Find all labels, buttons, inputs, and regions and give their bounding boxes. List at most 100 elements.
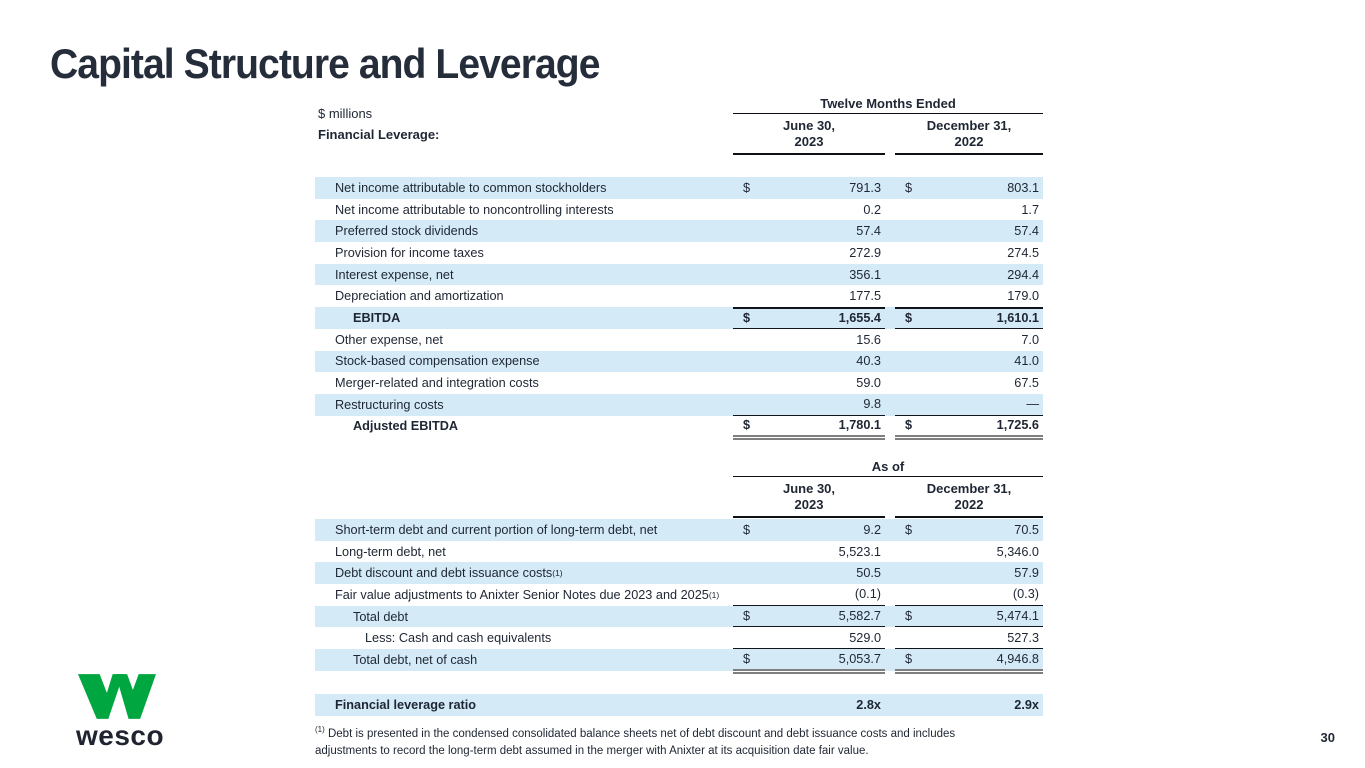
row-label: Net income attributable to common stockh… [335, 180, 607, 195]
value-cell-2023: 15.6 [733, 329, 885, 351]
value-2022: 4,946.8 [996, 651, 1039, 666]
value-2022: 179.0 [1007, 289, 1039, 304]
leverage-ratio-row: Financial leverage ratio 2.8x 2.9x [315, 694, 1043, 716]
table-row: Net income attributable to noncontrollin… [315, 199, 1043, 221]
row-label: Total debt, net of cash [353, 652, 478, 667]
value-2023: 5,053.7 [838, 651, 881, 666]
value-2023: 177.5 [849, 289, 881, 304]
value-cell-2023: $ 5,582.7 [733, 606, 885, 628]
column-gap [885, 416, 895, 438]
column-gap [885, 394, 895, 416]
table-row: Adjusted EBITDA $ 1,780.1 $ 1,725.6 [315, 416, 1043, 440]
value-2022: 803.1 [1007, 180, 1039, 195]
row-label: Restructuring costs [335, 397, 444, 412]
value-cell-2023: 529.0 [733, 627, 885, 650]
period-header: Twelve Months Ended [733, 96, 1043, 114]
value-cell-2022: — [895, 394, 1043, 416]
value-2023: 1,780.1 [838, 418, 881, 433]
value-2023: 50.5 [856, 566, 881, 581]
value-2022: 67.5 [1014, 376, 1039, 391]
row-label: Adjusted EBITDA [353, 419, 459, 434]
table-row: Total debt, net of cash $ 5,053.7 $ 4,94… [315, 649, 1043, 674]
table-row: Less: Cash and cash equivalents 529.0 52… [315, 627, 1043, 650]
table-row: Debt discount and debt issuance costs (1)… [315, 562, 1043, 585]
value-2022: 274.5 [1007, 245, 1039, 260]
table-row: Long-term debt, net 5,523.1 5,346.0 [315, 541, 1043, 563]
value-cell-2023: $ 9.2 [733, 519, 885, 541]
column-gap [885, 285, 895, 307]
page-number: 30 [1320, 730, 1335, 745]
value-2023: 59.0 [856, 376, 881, 391]
financial-leverage-table-header: Twelve Months Ended June 30, 2023 Decemb… [315, 96, 1043, 155]
value-2023: 15.6 [856, 332, 881, 347]
value-cell-2022: $ 1,725.6 [895, 416, 1043, 440]
value-cell-2022: 2.9x [895, 694, 1043, 716]
currency-symbol: $ [743, 609, 751, 624]
currency-symbol: $ [905, 522, 913, 537]
column-gap [885, 264, 895, 286]
value-cell-2023: 9.8 [733, 394, 885, 416]
column-gap [885, 477, 895, 518]
table-row: Provision for income taxes 272.9 274.5 [315, 242, 1043, 264]
table-row: Interest expense, net 356.1 294.4 [315, 263, 1043, 286]
value-2023: 0.2 [863, 202, 881, 217]
table-row: Fair value adjustments to Anixter Senior… [315, 584, 1043, 606]
row-label: Less: Cash and cash equivalents [365, 631, 552, 646]
value-cell-2023: $ 5,053.7 [733, 649, 885, 674]
value-cell-2022: 57.4 [895, 220, 1043, 242]
footnote-marker: (1) [315, 725, 325, 734]
row-label: EBITDA [353, 310, 401, 325]
value-cell-2022: 7.0 [895, 329, 1043, 351]
value-cell-2023: 2.8x [733, 694, 885, 716]
table-row: Net income attributable to common stockh… [315, 177, 1043, 199]
value-2022: 57.9 [1014, 566, 1039, 581]
column-header-2022: December 31, 2022 [895, 114, 1043, 155]
value-2022: 1,725.6 [996, 418, 1039, 433]
value-cell-2022: 5,346.0 [895, 541, 1043, 563]
row-label: Merger-related and integration costs [335, 376, 539, 391]
value-2022: 294.4 [1007, 267, 1039, 282]
value-2023: 9.2 [863, 522, 881, 537]
row-label: Interest expense, net [335, 267, 454, 282]
value-2022: 1,610.1 [996, 311, 1039, 326]
currency-symbol: $ [905, 651, 913, 666]
currency-symbol: $ [743, 311, 751, 326]
value-cell-2022: 1.7 [895, 199, 1043, 221]
value-cell-2022: $ 1,610.1 [895, 307, 1043, 329]
column-gap [885, 649, 895, 671]
row-label: Fair value adjustments to Anixter Senior… [335, 587, 720, 602]
value-cell-2023: 59.0 [733, 372, 885, 394]
value-cell-2022: $ 70.5 [895, 519, 1043, 541]
column-gap [885, 242, 895, 264]
value-2022: 41.0 [1014, 354, 1039, 369]
value-2022: 7.0 [1021, 332, 1039, 347]
row-label: Debt discount and debt issuance costs (1) [335, 566, 563, 581]
period-header: As of [733, 459, 1043, 477]
currency-symbol: $ [743, 522, 751, 537]
column-header-2023: June 30, 2023 [733, 477, 885, 518]
column-gap [885, 220, 895, 242]
value-2023: (0.1) [854, 587, 881, 602]
column-gap [885, 562, 895, 584]
table-row: Restructuring costs 9.8 — [315, 393, 1043, 416]
value-2023: 272.9 [849, 245, 881, 260]
page-title: Capital Structure and Leverage [50, 40, 600, 87]
value-2022: — [1026, 397, 1039, 412]
currency-symbol: $ [905, 180, 913, 195]
value-cell-2023: $ 791.3 [733, 177, 885, 199]
value-2023: 1,655.4 [838, 311, 881, 326]
column-gap [885, 114, 895, 155]
value-2022: 57.4 [1014, 224, 1039, 239]
value-cell-2022: 67.5 [895, 372, 1043, 394]
column-gap [885, 351, 895, 373]
row-label: Long-term debt, net [335, 544, 446, 559]
column-gap [885, 329, 895, 351]
row-label: Depreciation and amortization [335, 289, 504, 304]
row-label: Short-term debt and current portion of l… [335, 522, 658, 537]
value-cell-2023: 50.5 [733, 562, 885, 584]
currency-symbol: $ [743, 418, 751, 433]
value-cell-2023: $ 1,655.4 [733, 307, 885, 329]
column-gap [885, 694, 895, 716]
table-row: Short-term debt and current portion of l… [315, 519, 1043, 541]
